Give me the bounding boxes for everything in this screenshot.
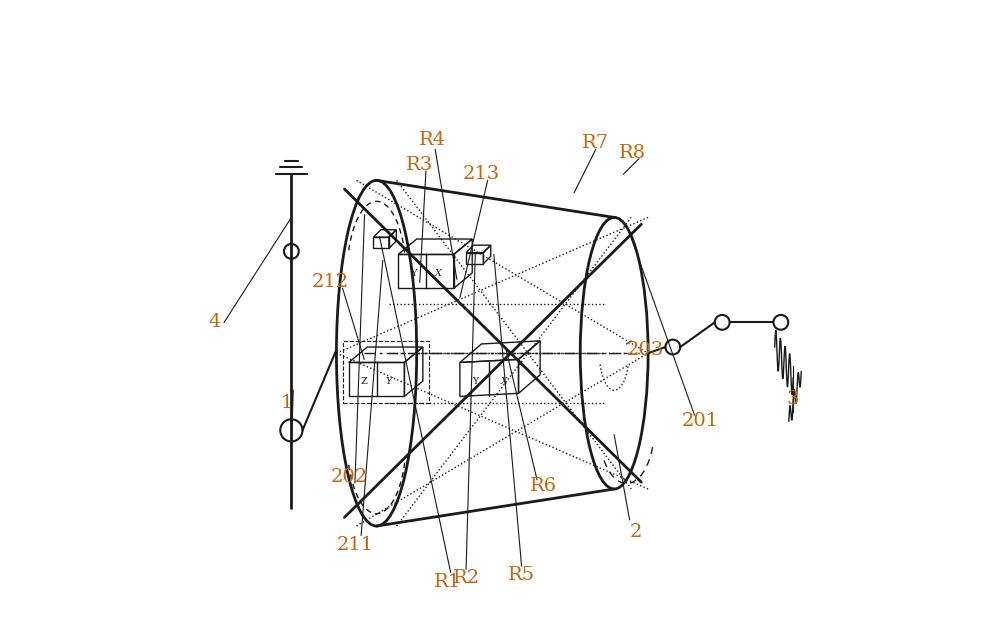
Text: 202: 202 bbox=[330, 467, 367, 485]
Text: Z: Z bbox=[361, 376, 368, 386]
Text: R5: R5 bbox=[508, 567, 535, 585]
Text: Y: Y bbox=[410, 268, 417, 278]
Text: Y: Y bbox=[386, 376, 392, 386]
Text: R8: R8 bbox=[619, 144, 646, 162]
Text: R6: R6 bbox=[530, 477, 557, 495]
Text: 1: 1 bbox=[281, 394, 293, 412]
Text: 4: 4 bbox=[209, 313, 221, 331]
Text: R7: R7 bbox=[582, 135, 609, 153]
Text: 3: 3 bbox=[787, 391, 799, 409]
Text: Y: Y bbox=[472, 376, 478, 386]
Text: R1: R1 bbox=[434, 573, 461, 591]
Text: 213: 213 bbox=[463, 165, 500, 184]
Text: X: X bbox=[435, 268, 442, 278]
Text: 211: 211 bbox=[336, 536, 374, 554]
Text: R2: R2 bbox=[452, 570, 480, 588]
Text: R3: R3 bbox=[406, 156, 433, 174]
Text: 201: 201 bbox=[682, 412, 719, 430]
Text: 203: 203 bbox=[626, 341, 664, 359]
Text: 2: 2 bbox=[630, 523, 642, 541]
Text: X: X bbox=[500, 376, 506, 386]
Text: R4: R4 bbox=[419, 131, 446, 149]
Text: 212: 212 bbox=[312, 273, 349, 291]
